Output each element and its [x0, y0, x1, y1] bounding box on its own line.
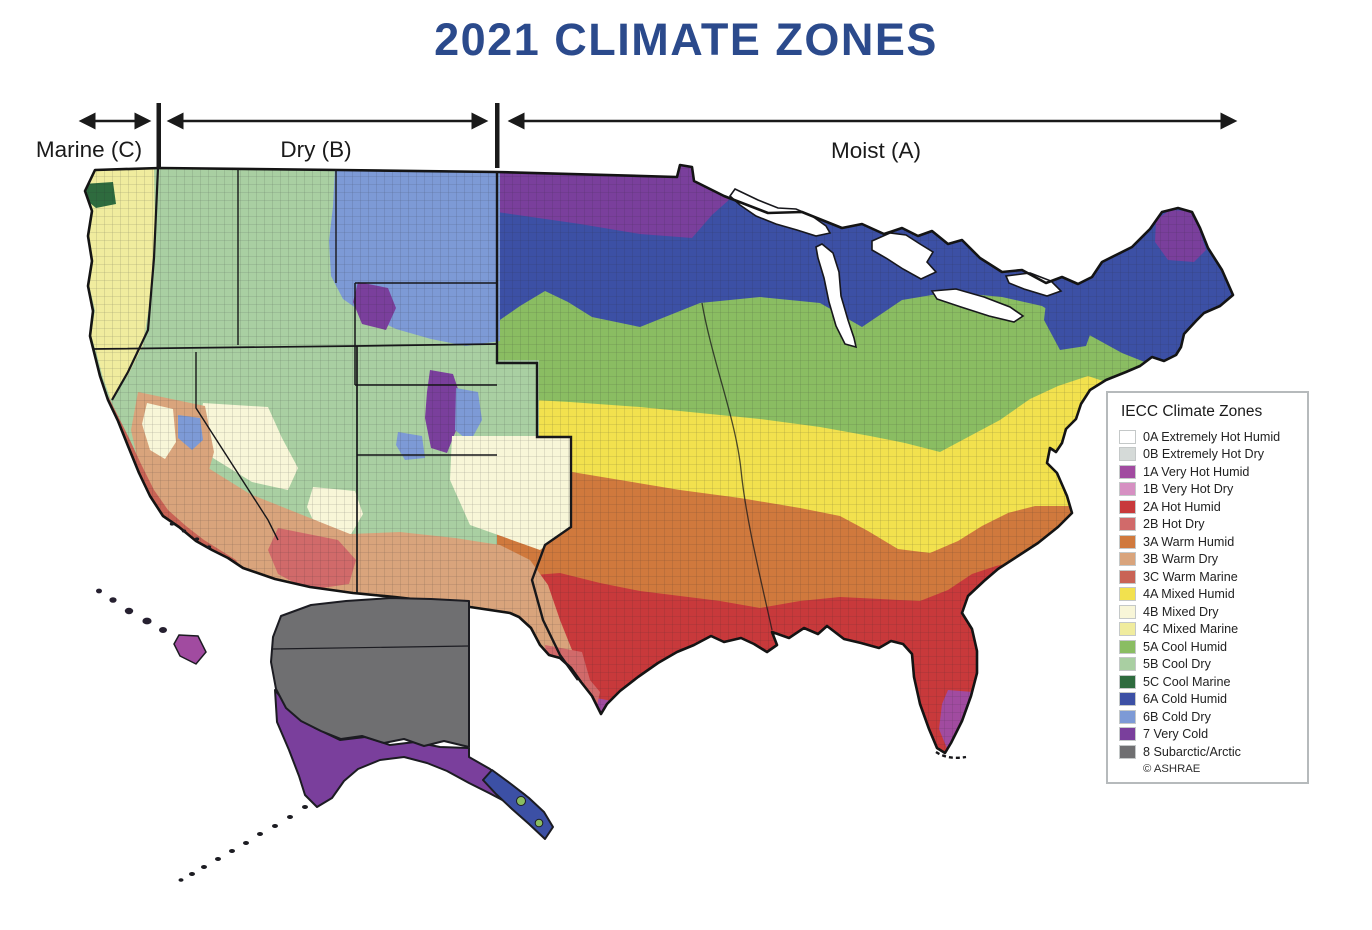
legend-color-swatch: [1119, 587, 1136, 602]
legend-item: 2A Hot Humid: [1119, 498, 1299, 516]
legend-color-swatch: [1119, 569, 1136, 584]
mississippi-river-line: [701, 302, 773, 631]
legend-item: 2B Hot Dry: [1119, 516, 1299, 534]
marine-dry-boundary: [111, 167, 160, 401]
legend-color-swatch: [1119, 674, 1136, 689]
channel-islands: [169, 522, 212, 549]
legend-color-swatch: [1119, 534, 1136, 549]
legend-color-swatch: [1119, 709, 1136, 724]
legend-item-label: 7 Very Cold: [1143, 727, 1209, 742]
legend-item-label: 4C Mixed Marine: [1143, 622, 1239, 637]
aleutian-islands: [178, 805, 308, 882]
legend-item-label: 4A Mixed Humid: [1143, 587, 1235, 602]
us-outline: [83, 163, 1235, 755]
legend-rows: 0A Extremely Hot Humid 0B Extremely Hot …: [1119, 428, 1299, 761]
legend-color-swatch: [1119, 622, 1136, 637]
dry-zone-label: Dry (B): [280, 137, 351, 162]
panhandle-green-patch: [534, 818, 544, 828]
legend-item: 0A Extremely Hot Humid: [1119, 428, 1299, 446]
legend-item: 1A Very Hot Humid: [1119, 463, 1299, 481]
legend-item-label: 5A Cool Humid: [1143, 639, 1227, 654]
legend-item-label: 4B Mixed Dry: [1143, 604, 1219, 619]
lower48-zones: [85, 165, 1233, 753]
lake-ontario: [1004, 272, 1063, 297]
legend-item-label: 5B Cool Dry: [1143, 657, 1211, 672]
legend-item: 7 Very Cold: [1119, 726, 1299, 744]
legend-item: 4C Mixed Marine: [1119, 621, 1299, 639]
alaska-borough-line: [271, 645, 470, 650]
zone-boundary-lines: [92, 167, 967, 760]
legend-item-label: 2A Hot Humid: [1143, 499, 1221, 514]
legend-color-swatch: [1119, 552, 1136, 567]
page-title: 2021 CLIMATE ZONES: [434, 14, 938, 65]
marine-zone-label: Marine (C): [36, 137, 142, 162]
alaska-inset: [270, 597, 554, 840]
legend-item-label: 5C Cool Marine: [1143, 674, 1231, 689]
legend-color-swatch: [1119, 482, 1136, 497]
legend-item: 6A Cold Humid: [1119, 691, 1299, 709]
legend-item: 0B Extremely Hot Dry: [1119, 446, 1299, 464]
legend-item-label: 1A Very Hot Humid: [1143, 464, 1250, 479]
legend-color-swatch: [1119, 657, 1136, 672]
legend-color-swatch: [1119, 604, 1136, 619]
legend-panel: IECC Climate Zones 0A Extremely Hot Humi…: [1106, 391, 1309, 784]
legend-item: 3C Warm Marine: [1119, 568, 1299, 586]
alaska-zone-8-mainland: [270, 597, 470, 748]
legend-color-swatch: [1119, 744, 1136, 759]
legend-color-swatch: [1119, 727, 1136, 742]
marine-dry-divider: [156, 103, 161, 168]
legend-item-label: 2B Hot Dry: [1143, 517, 1205, 532]
dry-moist-boundary: [495, 172, 579, 681]
legend-item-label: 3A Warm Humid: [1143, 534, 1235, 549]
legend-item: 4A Mixed Humid: [1119, 586, 1299, 604]
legend-color-swatch: [1119, 517, 1136, 532]
dry-moist-divider: [495, 103, 500, 168]
legend-color-swatch: [1119, 464, 1136, 479]
legend-item: 5B Cool Dry: [1119, 656, 1299, 674]
legend-item-label: 8 Subarctic/Arctic: [1143, 744, 1241, 759]
legend-item-label: 6B Cold Dry: [1143, 709, 1211, 724]
great-lakes: [728, 187, 1063, 349]
hawaii-big-island: [173, 634, 207, 665]
legend-item-label: 3C Warm Marine: [1143, 569, 1238, 584]
moist-zone-label: Moist (A): [831, 138, 921, 163]
legend-color-swatch: [1119, 692, 1136, 707]
legend-item: 5A Cool Humid: [1119, 638, 1299, 656]
hawaii-islands: [96, 588, 207, 665]
legend-item-label: 0B Extremely Hot Dry: [1143, 447, 1265, 462]
legend-item-label: 6A Cold Humid: [1143, 692, 1227, 707]
lake-huron: [871, 232, 938, 280]
legend-color-swatch: [1119, 447, 1136, 462]
panhandle-green-patch: [516, 796, 526, 806]
legend-item-label: 3B Warm Dry: [1143, 552, 1219, 567]
legend-item-label: 1B Very Hot Dry: [1143, 482, 1234, 497]
legend-item: 3B Warm Dry: [1119, 551, 1299, 569]
lake-erie: [930, 288, 1025, 323]
legend-item-label: 0A Extremely Hot Humid: [1143, 429, 1281, 444]
county-texture: [85, 165, 1233, 753]
legend-item: 6B Cold Dry: [1119, 708, 1299, 726]
legend-item: 3A Warm Humid: [1119, 533, 1299, 551]
lake-michigan: [815, 243, 858, 349]
legend-item: 1B Very Hot Dry: [1119, 481, 1299, 499]
legend-item: 5C Cool Marine: [1119, 673, 1299, 691]
legend-color-swatch: [1119, 499, 1136, 514]
legend-attribution: © ASHRAE: [1143, 762, 1201, 775]
legend-title: IECC Climate Zones: [1121, 403, 1263, 420]
legend-item: 4B Mixed Dry: [1119, 603, 1299, 621]
moisture-regime-header: Marine (C) Dry (B) Moist (A): [36, 103, 1238, 168]
legend-item: 8 Subarctic/Arctic: [1119, 743, 1299, 761]
legend-color-swatch: [1119, 429, 1136, 444]
florida-keys: [935, 750, 967, 760]
legend-color-swatch: [1119, 639, 1136, 654]
